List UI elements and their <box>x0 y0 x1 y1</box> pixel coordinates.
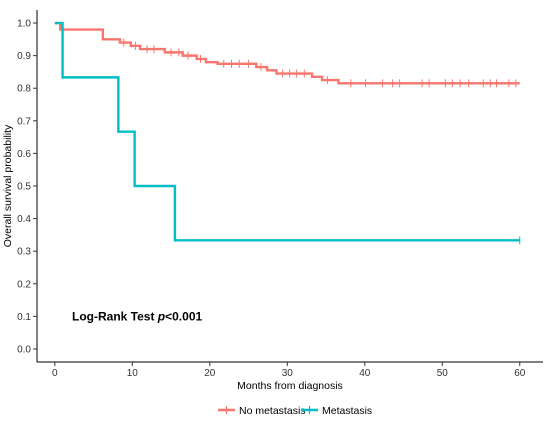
series-line-no-metastasis <box>54 21 520 85</box>
series-line-metastasis <box>54 21 520 242</box>
ticks: 0 10 20 30 40 50 60 0.0 0.1 0.2 0.3 0.4 0.5 0.6 0.7 0.8… <box>17 19 526 379</box>
annotation-prefix: Log-Rank Test <box>72 309 158 323</box>
y-tick-label: 0.9 <box>17 51 31 62</box>
x-tick-label: 10 <box>127 368 139 379</box>
legend-label-metastasis: Metastasis <box>322 405 372 417</box>
x-axis-title: Months from diagnosis <box>237 380 343 392</box>
x-tick-label: 30 <box>282 368 294 379</box>
annotation-p: p <box>157 309 165 323</box>
x-tick-label: 50 <box>437 368 449 379</box>
y-tick-label: 0.0 <box>17 344 31 355</box>
annotation-suffix: <0.001 <box>165 309 202 323</box>
y-tick-label: 0.6 <box>17 149 31 160</box>
y-tick-label: 0.4 <box>17 214 31 225</box>
legend: No metastasis Metastasis <box>218 405 372 417</box>
legend-label-no-metastasis: No metastasis <box>239 405 306 417</box>
y-tick-label: 0.2 <box>17 279 31 290</box>
y-tick-label: 0.8 <box>17 84 31 95</box>
y-tick-label: 0.1 <box>17 312 31 323</box>
log-rank-annotation: Log-Rank Test p<0.001 <box>72 309 202 323</box>
y-tick-label: 0.7 <box>17 116 31 127</box>
y-tick-label: 1.0 <box>17 19 31 30</box>
y-tick-label: 0.3 <box>17 247 31 258</box>
y-tick-label: 0.5 <box>17 182 31 193</box>
x-tick-label: 60 <box>514 368 526 379</box>
x-tick-label: 20 <box>204 368 216 379</box>
x-tick-label: 0 <box>52 368 58 379</box>
plot-area <box>54 21 521 245</box>
y-axis-title: Overall survival probability <box>2 124 14 247</box>
x-tick-label: 40 <box>359 368 371 379</box>
